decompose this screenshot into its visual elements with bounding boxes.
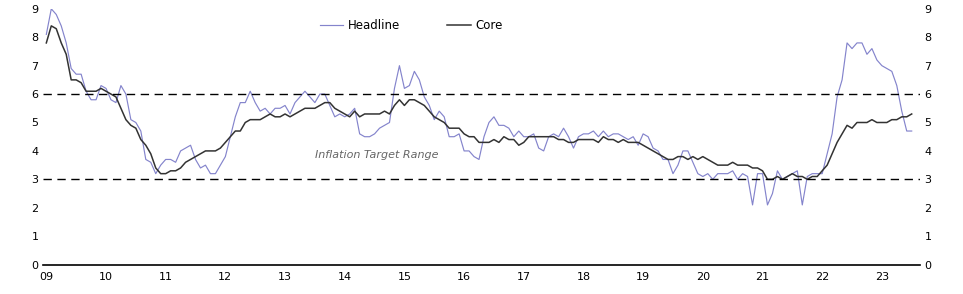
Headline — [45, 7, 57, 11]
Headline — [782, 175, 794, 178]
Headline — [746, 203, 758, 207]
Headline — [612, 132, 624, 136]
Headline — [116, 84, 127, 87]
Headline — [349, 106, 360, 110]
Core — [349, 109, 360, 113]
Core — [906, 112, 918, 116]
Core — [45, 24, 57, 28]
Headline — [40, 33, 52, 36]
Headline — [906, 129, 918, 133]
Core — [294, 109, 305, 113]
Core — [40, 41, 52, 45]
Core — [116, 106, 127, 110]
Line: Headline: Headline — [46, 9, 912, 205]
Line: Core: Core — [46, 26, 912, 179]
Legend: Headline, Core: Headline, Core — [315, 15, 508, 37]
Core — [782, 175, 794, 178]
Text: Inflation Target Range: Inflation Target Range — [315, 150, 438, 160]
Headline — [294, 95, 305, 99]
Core — [687, 155, 698, 158]
Core — [612, 141, 624, 144]
Headline — [687, 161, 698, 164]
Core — [762, 178, 773, 181]
